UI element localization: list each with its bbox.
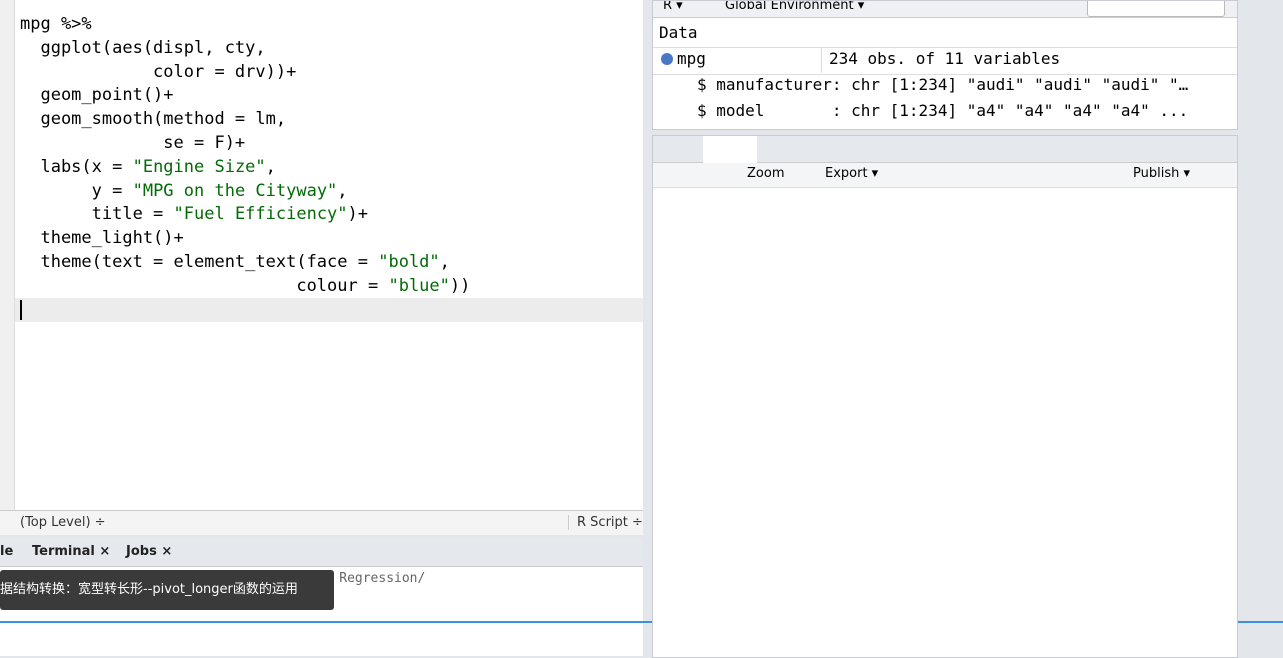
code-token: title = [20,204,174,225]
code-line: mpg %>% [20,13,92,35]
environment-pane: R ▾ Global Environment ▾ Data mpg 234 ob… [652,0,1238,130]
section-title: Data [659,23,698,42]
code-token: , [439,252,450,272]
code-line: theme_light()+ [20,227,184,249]
video-tooltip: 据结构转换：宽型转长形--pivot_longer函数的运用 [0,570,334,610]
active-tab [703,136,757,163]
object-summary: 234 obs. of 11 variables [829,49,1061,68]
code-token: y = [20,180,133,201]
code-line: title = "Fuel Efficiency")+ [20,203,368,225]
divider [821,47,822,73]
env-select[interactable]: Global Environment ▾ [725,0,865,13]
code-editor[interactable]: mpg %>% ggplot(aes(displ, cty, color = d… [0,0,643,510]
zoom-button[interactable]: Zoom [747,166,785,181]
code-token: se = F)+ [20,133,246,153]
code-token: "bold" [378,252,440,272]
console-tabs: le Terminal × Jobs × [0,538,643,567]
var-row: $ manufacturer: chr [1:234] "audi" "audi… [697,75,1189,94]
code-line: color = drv))+ [20,61,296,83]
lang-select[interactable]: R ▾ [663,0,683,13]
data-row[interactable] [653,47,1237,75]
var-row: $ model : chr [1:234] "a4" "a4" "a4" "a4… [697,101,1189,120]
code-token: ggplot(aes(displ, cty, [20,37,266,58]
code-line: geom_smooth(method = lm, [20,108,286,130]
code-token: )) [449,275,471,296]
expand-icon[interactable] [661,53,673,65]
code-token: mpg %>% [20,14,92,34]
progress-line [0,621,1283,623]
console-tab: le [0,544,14,559]
code-token: "MPG on the Cityway" [132,180,338,201]
code-token: "Fuel Efficiency" [173,204,348,225]
code-token: "blue" [388,275,450,296]
line-gutter [0,0,15,510]
cursor [20,300,22,320]
code-line: ggplot(aes(displ, cty, [20,37,266,59]
plot-toolbar [653,163,1237,188]
code-token: color = drv))+ [20,61,297,82]
scope[interactable]: (Top Level) ÷ [20,515,106,530]
search-box[interactable] [1087,1,1225,17]
code-token: geom_point()+ [20,85,174,106]
code-token: )+ [347,204,369,225]
code-line: colour = "blue")) [20,275,470,297]
code-line: labs(x = "Engine Size", [20,156,276,178]
code-token: geom_smooth(method = lm, [20,109,287,130]
code-token: theme_light()+ [20,228,184,249]
code-token: labs(x = [20,156,133,177]
publish-button[interactable]: Publish ▾ [1133,166,1190,181]
object-name: mpg [677,49,706,68]
viewer-pane: Zoom Export ▾ Publish ▾ [652,135,1238,658]
code-token: colour = [20,275,389,296]
plot [653,187,1236,656]
file-type[interactable]: R Script ÷ [568,515,643,530]
code-line: y = "MPG on the Cityway", [20,180,348,202]
code-token: theme(text = element_text(face = [20,252,379,272]
code-line: geom_point()+ [20,84,174,106]
code-line: theme(text = element_text(face = "bold", [20,251,450,273]
tooltip-text: 据结构转换：宽型转长形--pivot_longer函数的运用 [0,582,298,597]
code-token: , [265,156,276,177]
export-button[interactable]: Export ▾ [825,166,879,181]
console-tab: Jobs × [126,544,173,559]
code-token: "Engine Size" [132,156,266,177]
code-token: , [337,180,348,201]
current-line [15,298,643,322]
status-bar: (Top Level) ÷ R Script ÷ [0,510,643,535]
console-tab: Terminal × [32,544,111,559]
code-line: se = F)+ [20,132,245,154]
